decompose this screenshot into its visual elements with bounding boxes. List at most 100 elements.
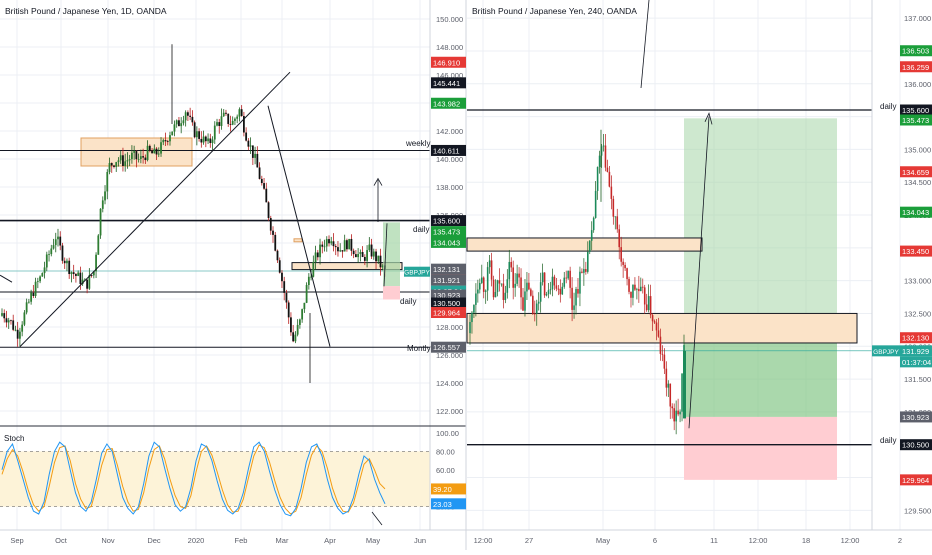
stoch-y-tick: 100.00 <box>436 429 459 438</box>
y-tick-label: 126.000 <box>436 351 463 360</box>
candle-body <box>86 279 89 289</box>
candle-body <box>316 252 319 258</box>
candle-body <box>19 331 21 339</box>
candle-body <box>110 163 113 166</box>
candle-body <box>34 281 37 296</box>
candle-body <box>598 155 601 168</box>
left-chart-title: British Pound / Japanese Yen, 1D, OANDA <box>5 6 167 16</box>
candle-body <box>486 267 489 291</box>
stoch-badge <box>431 498 466 510</box>
y-tick-label: 140.000 <box>436 155 463 164</box>
candle-body <box>372 251 375 257</box>
candle-body <box>63 260 66 264</box>
candle-body <box>135 151 138 160</box>
candle-body <box>614 216 617 218</box>
price-badge <box>431 97 466 109</box>
candle-body <box>61 245 64 261</box>
candle-body <box>184 112 187 121</box>
x-tick-label: Feb <box>235 536 248 545</box>
candle-body <box>164 140 167 142</box>
candle-body <box>482 277 485 292</box>
candle-body <box>90 275 93 276</box>
candle-body <box>231 120 234 125</box>
candle-body <box>263 183 265 189</box>
y-tick-label: 137.000 <box>904 14 931 23</box>
candle-body <box>68 260 71 275</box>
candle-body <box>148 145 151 151</box>
candle-body <box>366 250 368 261</box>
candle-body <box>278 260 281 273</box>
price-badge-text: 131.929 <box>902 347 929 356</box>
candle-body <box>354 254 357 258</box>
candle-body <box>222 112 225 117</box>
candle-body <box>173 124 176 132</box>
position-path <box>383 223 388 287</box>
right-chart-title: British Pound / Japanese Yen, 240, OANDA <box>472 6 637 16</box>
price-badge-text: 130.923 <box>902 413 929 422</box>
stoch-y-tick: 80.00 <box>436 447 455 456</box>
candle-body <box>198 131 200 139</box>
candle-body <box>541 272 544 283</box>
candle-body <box>363 256 366 261</box>
price-badge <box>431 144 466 156</box>
candle-body <box>59 236 62 246</box>
candle-body <box>669 383 672 407</box>
candle-body <box>23 312 26 325</box>
label-daily-bottom-right: daily <box>880 436 896 445</box>
price-badge-text: 132.131 <box>433 265 460 274</box>
candle-body <box>77 272 80 276</box>
candle-body <box>287 302 290 318</box>
candle-body <box>202 136 205 143</box>
candle-body <box>549 289 552 291</box>
candle-body <box>590 230 593 241</box>
demand-zone <box>466 312 858 344</box>
candle-body <box>312 261 315 277</box>
price-badge-text: 131.921 <box>433 276 460 285</box>
candle-body <box>142 156 145 158</box>
candle-body <box>653 321 656 323</box>
position-stop-area <box>684 416 837 480</box>
candle-body <box>162 140 165 143</box>
price-badge <box>431 77 466 89</box>
candle-body <box>10 320 12 322</box>
candle-body <box>254 153 256 158</box>
price-badge <box>431 263 466 275</box>
x-tick-label: 6 <box>653 536 657 545</box>
candle-body <box>606 167 609 172</box>
left-stoch-plot[interactable] <box>0 441 430 526</box>
x-tick-label: 27 <box>525 536 533 545</box>
candle-body <box>238 109 241 117</box>
candle-body <box>187 112 189 116</box>
candle-body <box>636 288 638 290</box>
candle-body <box>539 282 542 302</box>
candle-body <box>21 324 24 332</box>
right-price-plot[interactable] <box>466 0 872 480</box>
stoch-badge-text: 23.03 <box>433 500 452 509</box>
price-badge <box>431 226 466 238</box>
candle-body <box>124 161 127 166</box>
candle-body <box>343 240 346 252</box>
candle-body <box>122 155 124 166</box>
candle-body <box>274 234 277 251</box>
candle-body <box>500 283 503 285</box>
candle-body <box>281 272 283 282</box>
candle-body <box>296 324 299 335</box>
x-tick-label: Mar <box>276 536 289 545</box>
candle-body <box>115 162 118 167</box>
price-badge-text: 134.043 <box>433 238 460 247</box>
candle-body <box>234 118 236 121</box>
candle-body <box>213 125 216 140</box>
left-price-plot[interactable] <box>0 44 430 383</box>
y-tick-label: 150.000 <box>436 15 463 24</box>
candle-body <box>522 297 524 311</box>
x-tick-label: Jun <box>414 536 426 545</box>
price-badge <box>900 245 932 257</box>
candle-body <box>323 246 326 248</box>
y-tick-label: 135.000 <box>904 145 931 154</box>
candle-body <box>50 248 53 255</box>
candle-body <box>651 315 654 322</box>
candle-body <box>236 116 239 119</box>
candle-body <box>375 251 377 262</box>
candle-body <box>581 271 583 273</box>
